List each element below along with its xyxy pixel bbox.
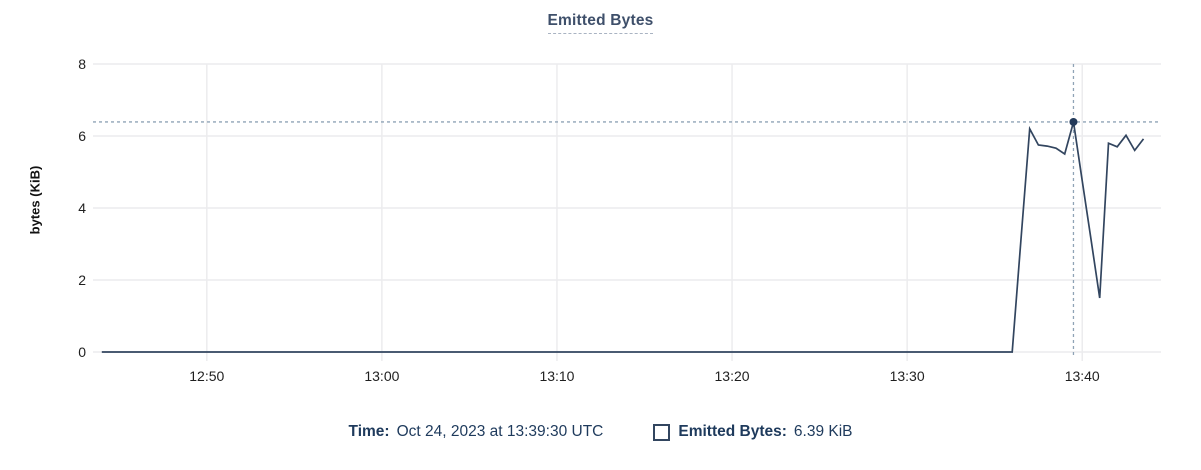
series-value: 6.39 KiB xyxy=(793,423,853,440)
hover-crosshair xyxy=(93,64,1161,358)
hover-time-readout: Time: Oct 24, 2023 at 13:39:30 UTC xyxy=(349,423,604,441)
legend-swatch-icon[interactable] xyxy=(653,423,671,441)
gridlines xyxy=(93,63,1161,361)
x-tick-label: 13:20 xyxy=(715,368,750,384)
time-label: Time: xyxy=(348,423,390,440)
chart-title[interactable]: Emitted Bytes xyxy=(547,12,654,34)
y-tick-label: 4 xyxy=(78,200,86,216)
x-tick-label: 13:30 xyxy=(890,368,925,384)
y-tick-label: 8 xyxy=(78,56,86,72)
x-tick-labels: 12:50 13:00 13:10 13:20 13:30 13:40 xyxy=(189,368,1100,384)
series-label: Emitted Bytes: xyxy=(678,423,787,440)
y-tick-label: 0 xyxy=(78,344,86,360)
x-tick-label: 13:40 xyxy=(1065,368,1100,384)
x-tick-label: 13:10 xyxy=(539,368,574,384)
y-tick-labels: 0 2 4 6 8 xyxy=(78,56,86,360)
y-tick-label: 6 xyxy=(78,128,86,144)
x-tick-label: 12:50 xyxy=(189,368,224,384)
chart-footer-legend: Time: Oct 24, 2023 at 13:39:30 UTC Emitt… xyxy=(0,423,1201,441)
series-line-emitted-bytes xyxy=(101,121,1145,353)
time-value: Oct 24, 2023 at 13:39:30 UTC xyxy=(396,423,604,440)
hover-point-dot xyxy=(1069,117,1078,126)
x-tick-label: 13:00 xyxy=(364,368,399,384)
legend-item-emitted-bytes[interactable]: Emitted Bytes: 6.39 KiB xyxy=(653,423,853,441)
y-tick-label: 2 xyxy=(78,272,86,288)
chart-title-row: Emitted Bytes xyxy=(0,12,1201,34)
